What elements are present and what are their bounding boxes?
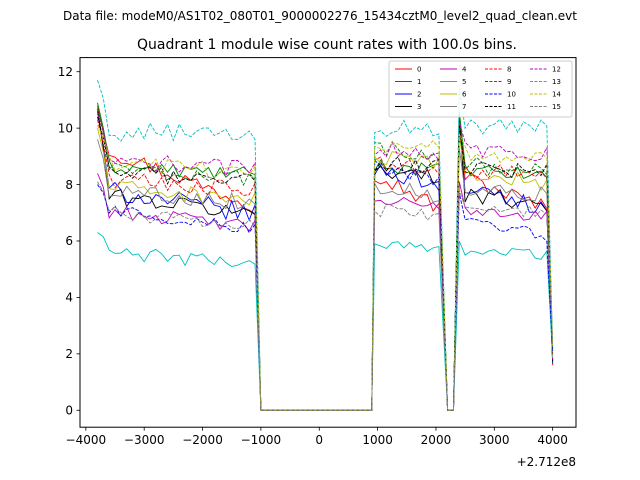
legend-label-0: 0 (417, 66, 421, 74)
legend-label-12: 12 (552, 66, 561, 74)
legend-label-10: 10 (507, 91, 516, 99)
series-line-8 (97, 119, 554, 411)
y-tick-label: 6 (65, 234, 73, 248)
chart-title: Quadrant 1 module wise count rates with … (137, 37, 517, 53)
legend-label-2: 2 (417, 91, 421, 99)
legend-label-3: 3 (417, 103, 421, 111)
x-tick-label: 3000 (479, 433, 510, 447)
series-line-13 (97, 80, 554, 411)
x-tick-label: −1000 (241, 433, 282, 447)
x-tick-label: −4000 (66, 433, 107, 447)
x-tick-label: 0 (315, 433, 323, 447)
x-tick-label: 4000 (537, 433, 568, 447)
x-axis-ticks: −4000 −3000 −2000 −1000 0 1000 2000 3000 4000 (66, 427, 568, 447)
series-line-14 (97, 125, 554, 411)
figure-supertitle: Data file: modeM0/AS1T02_080T01_90000022… (63, 9, 577, 23)
series-line-1 (97, 102, 554, 411)
legend-label-9: 9 (507, 78, 511, 86)
series-line-5 (97, 232, 554, 411)
legend-label-6: 6 (462, 91, 467, 99)
x-tick-label: 1000 (362, 433, 393, 447)
axes-frame (79, 57, 577, 428)
legend-label-13: 13 (552, 78, 561, 86)
series-line-2 (97, 111, 554, 411)
y-tick-label: 8 (65, 178, 73, 192)
y-tick-label: 0 (65, 403, 73, 417)
legend-label-14: 14 (552, 91, 561, 99)
legend-label-8: 8 (507, 66, 511, 74)
legend-label-11: 11 (507, 103, 516, 111)
legend-box (388, 60, 573, 118)
series-line-0 (97, 105, 554, 411)
series-line-10 (97, 159, 554, 411)
legend-label-4: 4 (462, 66, 467, 74)
legend-label-1: 1 (417, 78, 421, 86)
y-axis-ticks: 0 2 4 6 8 10 12 (58, 65, 80, 417)
series-line-4 (97, 173, 554, 411)
y-tick-label: 2 (65, 347, 73, 361)
x-tick-label: −3000 (124, 433, 165, 447)
x-offset-label: +2.712e8 (517, 455, 576, 469)
x-tick-label: −2000 (182, 433, 223, 447)
y-tick-label: 4 (65, 291, 73, 305)
series-line-15 (97, 181, 554, 411)
series-line-12 (97, 113, 554, 411)
y-tick-label: 10 (58, 121, 73, 135)
legend-label-7: 7 (462, 103, 466, 111)
legend-label-5: 5 (462, 78, 466, 86)
plot-lines (97, 80, 554, 411)
y-tick-label: 12 (58, 65, 73, 79)
series-line-11 (97, 116, 554, 411)
legend-label-15: 15 (552, 103, 561, 111)
x-tick-label: 2000 (421, 433, 452, 447)
